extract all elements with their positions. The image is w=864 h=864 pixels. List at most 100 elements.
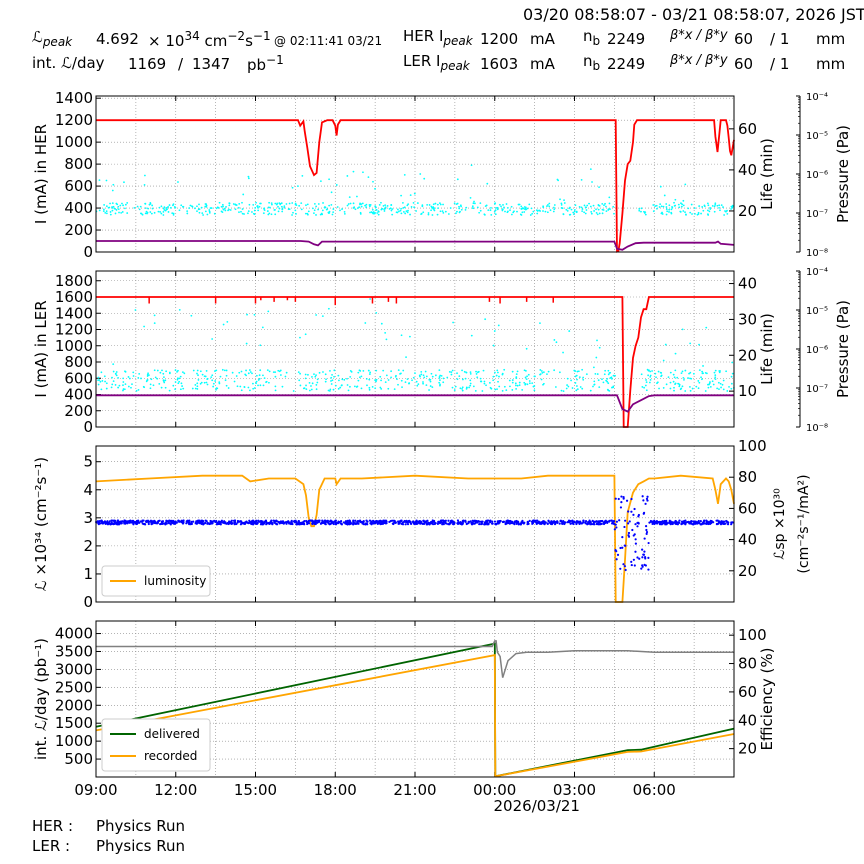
legend: luminosity: [101, 565, 211, 597]
life-point: [109, 213, 112, 216]
life-point: [496, 388, 498, 391]
life-point: [196, 369, 199, 372]
life-point: [469, 371, 472, 374]
specific-lum-point: [374, 522, 377, 525]
specific-lum-point: [118, 520, 121, 524]
ler-current-value: 1603: [480, 55, 519, 73]
specific-lum-point: [490, 522, 494, 525]
specific-lum-point: [669, 522, 672, 526]
her-nb-label: nb: [583, 27, 601, 48]
life-point: [649, 374, 652, 377]
life-point: [313, 209, 316, 212]
life-point: [259, 384, 262, 387]
life-point: [560, 389, 563, 392]
specific-lum-point: [225, 522, 228, 525]
life-point: [319, 213, 322, 216]
specific-lum-point: [681, 522, 684, 525]
specific-lum-point: [190, 520, 193, 524]
specific-lum-point: [636, 556, 639, 559]
y-right-tick-label: 60: [738, 120, 757, 138]
specific-lum-point: [313, 520, 316, 523]
life-point: [162, 210, 165, 213]
life-point: [390, 370, 393, 373]
life-point: [177, 181, 179, 183]
life-point: [225, 369, 228, 372]
life-point: [683, 378, 685, 381]
life-point: [497, 324, 500, 327]
life-point: [143, 325, 145, 328]
specific-lum-point: [622, 497, 625, 500]
specific-lum-point: [597, 520, 600, 523]
y-tick-label: 400: [64, 386, 93, 404]
life-point: [577, 370, 580, 373]
life-point: [256, 206, 259, 209]
life-point: [372, 211, 375, 213]
specific-lum-point: [155, 522, 159, 525]
life-point: [287, 208, 290, 211]
specific-lum-point: [480, 522, 484, 525]
specific-lum-point: [496, 521, 500, 525]
life-point: [647, 374, 650, 377]
specific-lum-point: [621, 546, 624, 549]
specific-lum-point: [344, 520, 347, 523]
life-point: [730, 208, 732, 210]
life-point: [463, 370, 466, 373]
life-point: [400, 207, 403, 210]
life-point: [465, 206, 468, 209]
specific-lum-point: [595, 520, 598, 523]
specific-lum-point: [590, 523, 593, 526]
life-point: [330, 383, 333, 385]
life-point: [105, 205, 108, 208]
specific-lum-point: [556, 521, 559, 525]
life-point: [640, 207, 643, 210]
life-point: [253, 209, 256, 212]
life-point: [281, 210, 284, 213]
specific-lum-point: [568, 520, 571, 523]
life-point: [215, 369, 218, 372]
life-point: [720, 386, 722, 389]
life-point: [172, 204, 174, 207]
specific-lum-point: [591, 519, 594, 522]
life-point: [198, 211, 201, 214]
life-point: [583, 211, 586, 214]
x-tick-label: 12:00: [154, 781, 197, 799]
y-right-tick-label: 60: [738, 683, 757, 701]
specific-lum-point: [641, 548, 644, 551]
specific-lum-point: [621, 536, 624, 539]
life-point: [322, 202, 324, 204]
life-point: [419, 173, 422, 175]
life-point: [492, 344, 495, 347]
life-point: [440, 374, 443, 377]
specific-lum-point: [266, 522, 269, 525]
life-point: [689, 389, 692, 392]
y-tick-label: 1400: [55, 304, 93, 322]
life-point: [503, 385, 506, 388]
life-point: [662, 387, 665, 389]
specific-lum-point: [676, 523, 679, 526]
life-point: [196, 372, 198, 375]
life-point: [132, 371, 135, 374]
specific-lum-point: [339, 522, 342, 525]
life-point: [375, 378, 378, 381]
life-point: [483, 382, 486, 385]
life-point: [176, 378, 179, 381]
life-point: [654, 205, 657, 207]
life-point: [358, 376, 361, 379]
pressure-tick-label: 10⁻⁴: [806, 267, 828, 278]
life-point: [235, 375, 238, 377]
y-right-tick-label: 80: [738, 655, 757, 673]
life-point: [172, 212, 175, 215]
life-point: [247, 177, 250, 180]
life-point: [253, 313, 256, 316]
life-point: [702, 365, 704, 367]
life-point: [472, 385, 475, 388]
life-point: [669, 381, 672, 384]
specific-lum-point: [113, 521, 117, 524]
life-point: [278, 370, 281, 373]
life-point: [695, 385, 698, 388]
life-point: [590, 210, 593, 213]
life-point: [162, 380, 165, 383]
y-right-tick-label: 20: [738, 562, 757, 580]
life-point: [439, 383, 441, 386]
life-point: [584, 206, 587, 209]
